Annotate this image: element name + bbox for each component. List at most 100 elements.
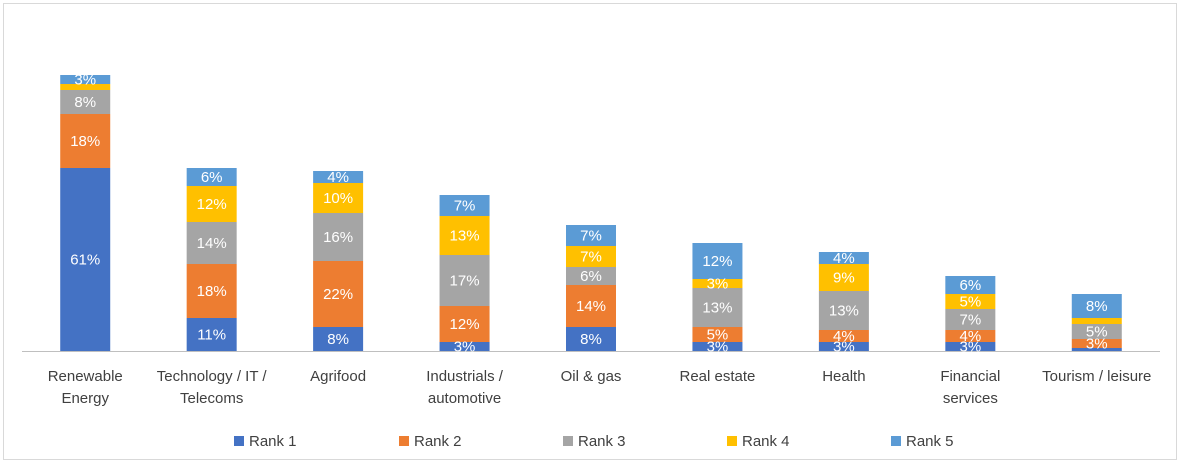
bar-segment (818, 264, 869, 291)
bar-segment (439, 255, 490, 306)
legend-swatch (727, 436, 737, 446)
chart-frame (3, 3, 1177, 460)
bar-segment (945, 342, 996, 351)
bar-segment (566, 285, 616, 327)
data-label: 11% (197, 327, 226, 344)
bar-segment (945, 294, 996, 309)
data-label: 18% (70, 133, 100, 150)
x-tick-label: Telecoms (180, 390, 243, 407)
legend-label: Rank 3 (578, 433, 626, 450)
bar-segment (566, 327, 616, 351)
bar-segment (692, 243, 743, 279)
bar-segment (818, 252, 869, 264)
data-label: 3% (959, 339, 981, 356)
bar-segment (1071, 324, 1122, 339)
x-tick-label: Technology / IT / (157, 368, 268, 385)
data-label: 7% (959, 312, 981, 329)
x-tick-label: Real estate (679, 368, 755, 385)
bar-segment (1071, 339, 1122, 348)
data-label: 3% (707, 276, 729, 293)
data-label: 13% (450, 228, 480, 245)
data-label: 5% (707, 327, 729, 344)
data-label: 8% (327, 331, 349, 348)
bar-segment (60, 114, 111, 168)
bar-segment (60, 75, 111, 84)
legend-item: Rank 2 (399, 433, 462, 450)
bar-segment (313, 171, 364, 183)
data-label: 22% (323, 286, 353, 303)
data-label: 7% (454, 198, 476, 215)
data-label: 14% (197, 235, 227, 252)
data-label: 3% (74, 72, 96, 89)
data-label: 3% (833, 339, 855, 356)
data-label: 8% (580, 331, 602, 348)
bar-segment (1071, 348, 1122, 351)
data-label: 3% (707, 339, 729, 356)
data-label: 8% (74, 94, 96, 111)
bar-segment (692, 342, 743, 351)
bar-segment (818, 330, 869, 342)
data-label: 12% (702, 253, 732, 270)
data-label: 5% (959, 294, 981, 311)
data-label: 8% (1086, 298, 1108, 315)
x-tick-label: Renewable (48, 368, 123, 385)
x-tick-label: Financial (940, 368, 1000, 385)
bar-segment (60, 90, 111, 114)
bar-segment (186, 168, 237, 186)
legend-item: Rank 5 (891, 433, 954, 450)
bar-segment (186, 186, 237, 222)
data-labels-group: 61%18%8%3%11%18%14%12%6%8%22%16%10%4%3%1… (70, 72, 1107, 356)
bars-group (60, 75, 1122, 351)
bar-segment (818, 342, 869, 351)
data-label: 7% (580, 249, 602, 266)
data-label: 17% (450, 273, 480, 290)
bar-segment (566, 225, 616, 246)
bar-segment (313, 327, 364, 351)
bar-segment (186, 264, 237, 318)
data-label: 6% (959, 277, 981, 294)
legend-item: Rank 4 (727, 433, 790, 450)
bar-segment (566, 267, 616, 285)
bar-segment (439, 216, 490, 255)
bar-segment (60, 84, 111, 90)
bar-segment (186, 222, 237, 264)
legend-label: Rank 5 (906, 433, 954, 450)
data-label: 9% (833, 270, 855, 287)
x-tick-label: Oil & gas (561, 368, 622, 385)
data-label: 6% (201, 169, 223, 186)
bar-segment (1071, 318, 1122, 324)
data-label: 12% (197, 196, 227, 213)
x-tick-label: automotive (428, 390, 501, 407)
data-label: 16% (323, 229, 353, 246)
bar-segment (945, 276, 996, 294)
data-label: 3% (454, 339, 476, 356)
bar-segment (313, 213, 364, 261)
x-tick-label: Industrials / (426, 368, 504, 385)
legend-swatch (563, 436, 573, 446)
data-label: 14% (576, 298, 606, 315)
data-label: 13% (702, 300, 732, 317)
legend-label: Rank 1 (249, 433, 297, 450)
data-label: 6% (580, 268, 602, 285)
bar-segment (439, 195, 490, 216)
bar-segment (818, 291, 869, 330)
bar-segment (692, 288, 743, 327)
x-tick-label: Health (822, 368, 865, 385)
bar-segment (945, 330, 996, 342)
data-label: 4% (959, 328, 981, 345)
bar-segment (692, 327, 743, 342)
bar-segment (1071, 294, 1122, 318)
bar-segment (566, 246, 616, 267)
data-label: 3% (1086, 336, 1108, 353)
legend: Rank 1 Rank 2 Rank 3 Rank 4 Rank 5 (234, 433, 954, 450)
data-label: 4% (833, 250, 855, 267)
bar-segment (439, 306, 490, 342)
bar-segment (945, 309, 996, 330)
bar-segment (439, 342, 490, 351)
data-label: 7% (580, 228, 602, 245)
x-tick-label: Tourism / leisure (1042, 368, 1151, 385)
x-tick-label: Energy (61, 390, 109, 407)
legend-label: Rank 4 (742, 433, 790, 450)
